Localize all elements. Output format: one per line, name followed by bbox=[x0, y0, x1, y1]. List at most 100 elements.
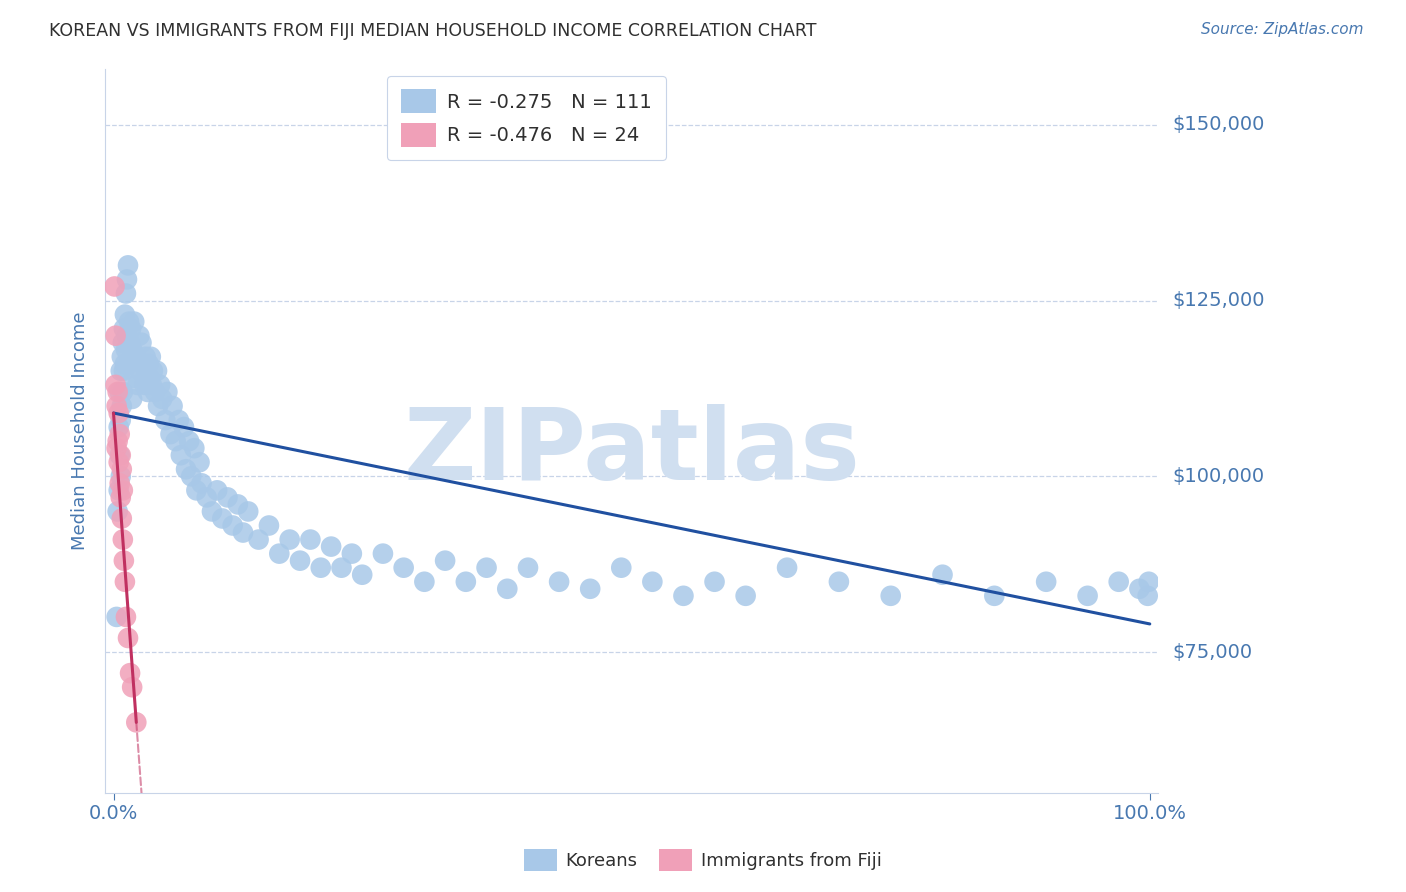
Point bbox=[107, 504, 129, 518]
Point bbox=[114, 357, 136, 371]
Point bbox=[610, 560, 633, 574]
Point bbox=[496, 582, 519, 596]
Point bbox=[111, 533, 134, 547]
Point bbox=[135, 364, 157, 378]
Point bbox=[179, 434, 201, 449]
Text: $125,000: $125,000 bbox=[1173, 291, 1264, 310]
Point bbox=[548, 574, 571, 589]
Text: $100,000: $100,000 bbox=[1173, 467, 1264, 486]
Point bbox=[114, 308, 136, 322]
Text: ZIPatlas: ZIPatlas bbox=[404, 404, 860, 500]
Point bbox=[136, 384, 159, 399]
Text: Source: ZipAtlas.com: Source: ZipAtlas.com bbox=[1201, 22, 1364, 37]
Point bbox=[180, 469, 202, 483]
Point bbox=[703, 574, 725, 589]
Point bbox=[107, 455, 129, 469]
Point bbox=[112, 364, 135, 378]
Point bbox=[165, 434, 187, 449]
Point bbox=[115, 272, 138, 286]
Text: $150,000: $150,000 bbox=[1173, 115, 1264, 135]
Point bbox=[105, 399, 128, 413]
Point bbox=[150, 392, 173, 406]
Point bbox=[880, 589, 903, 603]
Point bbox=[183, 441, 205, 455]
Point bbox=[110, 491, 132, 505]
Point bbox=[195, 491, 218, 505]
Point bbox=[983, 589, 1005, 603]
Point bbox=[135, 350, 157, 364]
Point bbox=[211, 511, 233, 525]
Point bbox=[127, 378, 149, 392]
Point bbox=[142, 364, 165, 378]
Point bbox=[107, 406, 129, 420]
Point bbox=[141, 378, 163, 392]
Point bbox=[475, 560, 498, 574]
Point bbox=[111, 335, 134, 350]
Point bbox=[205, 483, 228, 498]
Point bbox=[221, 518, 243, 533]
Point bbox=[186, 483, 208, 498]
Point bbox=[641, 574, 664, 589]
Point bbox=[112, 321, 135, 335]
Point bbox=[110, 469, 132, 483]
Point bbox=[115, 343, 138, 357]
Point bbox=[149, 378, 172, 392]
Point bbox=[111, 462, 134, 476]
Point bbox=[118, 315, 141, 329]
Point bbox=[111, 511, 134, 525]
Point bbox=[121, 680, 143, 694]
Point bbox=[107, 420, 129, 434]
Point bbox=[128, 328, 150, 343]
Point bbox=[143, 384, 166, 399]
Point bbox=[114, 574, 136, 589]
Point bbox=[108, 384, 131, 399]
Point bbox=[115, 286, 138, 301]
Point bbox=[190, 476, 212, 491]
Point bbox=[104, 378, 127, 392]
Point bbox=[1035, 574, 1057, 589]
Legend: Koreans, Immigrants from Fiji: Koreans, Immigrants from Fiji bbox=[517, 842, 889, 879]
Point bbox=[117, 631, 139, 645]
Point bbox=[104, 328, 127, 343]
Point bbox=[155, 413, 177, 427]
Point bbox=[122, 315, 145, 329]
Point bbox=[232, 525, 254, 540]
Point bbox=[125, 350, 148, 364]
Point bbox=[110, 364, 132, 378]
Point bbox=[108, 476, 131, 491]
Point bbox=[247, 533, 270, 547]
Point bbox=[352, 567, 374, 582]
Point bbox=[129, 364, 152, 378]
Point bbox=[162, 399, 184, 413]
Point bbox=[579, 582, 602, 596]
Point bbox=[517, 560, 540, 574]
Point bbox=[105, 441, 128, 455]
Legend: R = -0.275   N = 111, R = -0.476   N = 24: R = -0.275 N = 111, R = -0.476 N = 24 bbox=[387, 76, 665, 161]
Point bbox=[131, 357, 153, 371]
Point bbox=[1108, 574, 1130, 589]
Point bbox=[1136, 589, 1159, 603]
Y-axis label: Median Household Income: Median Household Income bbox=[72, 311, 89, 549]
Point bbox=[454, 574, 477, 589]
Point bbox=[146, 399, 169, 413]
Point bbox=[138, 357, 160, 371]
Point bbox=[110, 448, 132, 462]
Point bbox=[120, 335, 142, 350]
Point bbox=[278, 533, 301, 547]
Point bbox=[111, 384, 134, 399]
Point bbox=[413, 574, 436, 589]
Point bbox=[159, 427, 181, 442]
Point bbox=[167, 413, 190, 427]
Point bbox=[330, 560, 353, 574]
Point bbox=[201, 504, 224, 518]
Point bbox=[111, 399, 134, 413]
Point bbox=[131, 335, 153, 350]
Point bbox=[734, 589, 756, 603]
Point bbox=[828, 574, 851, 589]
Point bbox=[117, 259, 139, 273]
Point bbox=[170, 448, 193, 462]
Point bbox=[299, 533, 322, 547]
Point bbox=[110, 413, 132, 427]
Point bbox=[139, 371, 162, 385]
Point bbox=[1128, 582, 1150, 596]
